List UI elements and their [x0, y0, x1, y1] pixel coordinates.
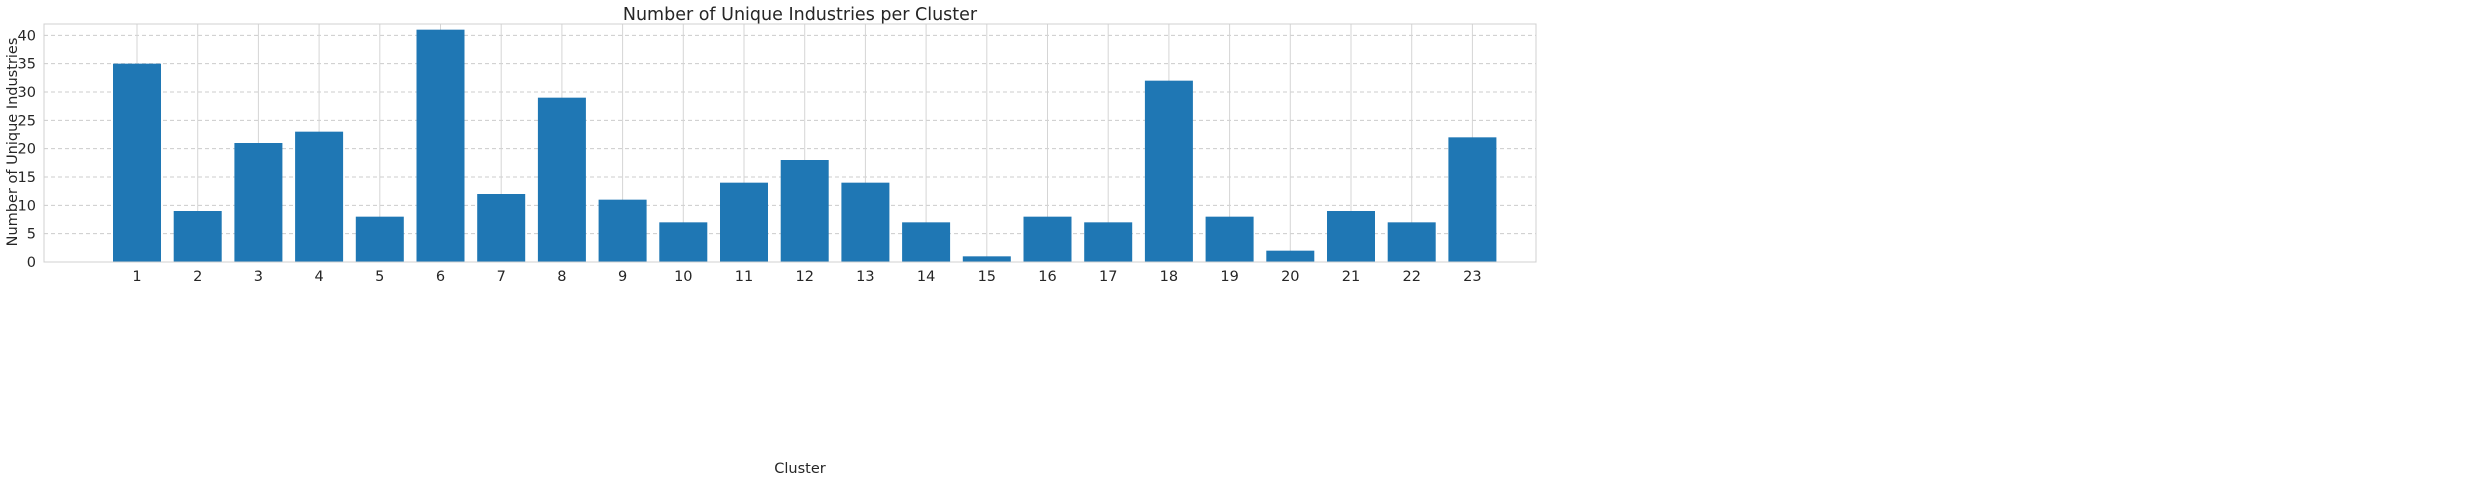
bar-cluster-10	[659, 222, 708, 262]
bar-cluster-17	[1084, 222, 1133, 262]
x-tick-label: 18	[1160, 269, 1178, 285]
bar-cluster-8	[537, 97, 586, 263]
bar-cluster-16	[1023, 216, 1072, 262]
x-tick-label: 22	[1402, 269, 1420, 285]
x-tick-label: 19	[1220, 269, 1238, 285]
x-tick-label: 1	[132, 269, 141, 285]
y-tick-label: 10	[18, 198, 36, 214]
x-tick-label: 17	[1099, 269, 1117, 285]
x-tick-label: 10	[674, 269, 692, 285]
y-tick-label: 30	[18, 85, 36, 101]
bar-cluster-21	[1327, 211, 1375, 262]
plot-frame	[43, 23, 1537, 263]
x-tick-label: 13	[856, 269, 874, 285]
y-tick-label: 35	[18, 57, 36, 73]
x-tick-label: 16	[1038, 269, 1056, 285]
bar-cluster-2	[173, 211, 222, 262]
bar-cluster-13	[841, 182, 890, 262]
x-tick-label: 23	[1463, 269, 1481, 285]
bar-cluster-5	[355, 216, 404, 262]
y-tick-label: 25	[18, 113, 36, 129]
x-tick-label: 14	[917, 269, 935, 285]
bar-cluster-1	[113, 63, 161, 262]
bar-cluster-14	[902, 222, 951, 262]
x-tick-label: 4	[314, 269, 323, 285]
x-tick-label: 2	[193, 269, 202, 285]
x-axis-label: Cluster	[774, 461, 826, 477]
bar-cluster-23	[1448, 137, 1497, 262]
y-tick-label: 40	[18, 28, 36, 44]
bar-cluster-3	[234, 143, 283, 262]
x-tick-label: 7	[497, 269, 506, 285]
x-tick-labels: 1 2 3 4 5 6 7 8 9 10 11 12 13 14 15 16 17 18 19 20 21 22 23	[132, 269, 1481, 285]
chart-title: Number of Unique Industries per Cluster	[623, 5, 978, 25]
x-tick-label: 3	[254, 269, 263, 285]
y-tick-label: 15	[18, 170, 36, 186]
bar-cluster-22	[1387, 222, 1436, 262]
bar-cluster-20	[1266, 250, 1315, 262]
y-tick-label: 0	[27, 255, 36, 271]
y-tick-labels: 0 5 10 15 20 25 30 35 40	[18, 28, 36, 271]
y-tick-label: 5	[27, 227, 36, 243]
x-tick-label: 8	[557, 269, 566, 285]
bar-cluster-15	[962, 256, 1011, 262]
x-tick-label: 12	[795, 269, 813, 285]
y-tick-label: 20	[18, 142, 36, 158]
x-tick-label: 15	[978, 269, 996, 285]
bar-cluster-7	[477, 194, 526, 262]
x-tick-label: 20	[1281, 269, 1299, 285]
y-axis-label: Number of Unique Industries	[5, 38, 21, 247]
bar-cluster-9	[598, 199, 647, 262]
x-tick-label: 11	[735, 269, 753, 285]
bar-cluster-12	[780, 160, 829, 262]
x-tick-label: 5	[375, 269, 384, 285]
x-tick-label: 6	[436, 269, 445, 285]
bar-cluster-19	[1205, 216, 1254, 262]
bar-cluster-6	[416, 29, 465, 262]
bar-cluster-4	[295, 131, 344, 262]
bar-cluster-18	[1144, 80, 1193, 263]
x-tick-label: 21	[1342, 269, 1360, 285]
bars	[113, 29, 1497, 263]
bar-cluster-11	[720, 182, 768, 262]
x-tick-label: 9	[618, 269, 627, 285]
